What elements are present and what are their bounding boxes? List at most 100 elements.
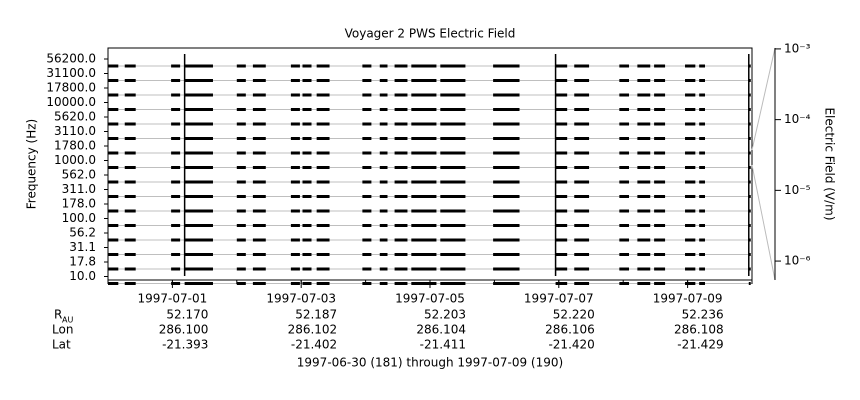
data-segment bbox=[316, 122, 330, 126]
x-tick-label: 1997-07-05 bbox=[395, 292, 465, 306]
data-segment bbox=[440, 253, 466, 256]
data-segment bbox=[699, 137, 705, 140]
data-segment bbox=[379, 166, 388, 169]
data-segment bbox=[654, 224, 666, 227]
data-segment bbox=[316, 238, 330, 242]
data-segment bbox=[555, 180, 568, 184]
ephemeris-value: 286.104 bbox=[416, 323, 466, 337]
data-segment bbox=[685, 238, 696, 242]
data-segment bbox=[440, 93, 466, 97]
data-segment bbox=[184, 79, 213, 82]
data-segment bbox=[574, 108, 590, 111]
data-segment bbox=[654, 180, 666, 184]
data-segment bbox=[748, 180, 751, 184]
data-segment bbox=[124, 108, 136, 111]
ephemeris-value: 286.102 bbox=[288, 323, 338, 337]
data-segment bbox=[637, 209, 651, 213]
data-segment bbox=[316, 195, 330, 198]
data-segment bbox=[748, 166, 751, 169]
data-segment bbox=[637, 224, 651, 227]
data-segment bbox=[362, 238, 372, 242]
data-segment bbox=[302, 282, 312, 285]
data-segment bbox=[619, 166, 629, 169]
y2-tick-label: 10⁻⁵ bbox=[784, 183, 811, 197]
data-segment bbox=[184, 108, 213, 111]
data-segment bbox=[748, 253, 751, 256]
data-segment bbox=[290, 224, 300, 227]
data-segment bbox=[184, 93, 213, 97]
data-segment bbox=[236, 224, 246, 227]
data-segment bbox=[171, 253, 181, 256]
data-segment bbox=[316, 282, 330, 285]
y-tick-label: 10000.0 bbox=[46, 95, 96, 109]
data-segment bbox=[394, 238, 408, 242]
data-segment bbox=[411, 64, 437, 68]
data-segment bbox=[574, 180, 590, 184]
data-segment bbox=[171, 122, 181, 126]
data-segment bbox=[184, 224, 213, 227]
connector bbox=[751, 47, 776, 151]
data-segment bbox=[555, 267, 568, 271]
ephemeris-value: -21.402 bbox=[291, 338, 337, 352]
data-segment bbox=[394, 93, 408, 97]
data-segment bbox=[302, 108, 312, 111]
data-segment bbox=[574, 137, 590, 140]
data-segment bbox=[440, 180, 466, 184]
data-segment bbox=[252, 79, 266, 82]
data-segment bbox=[654, 79, 666, 82]
data-segment bbox=[440, 166, 466, 169]
data-segment bbox=[555, 166, 568, 169]
data-segment bbox=[290, 282, 300, 285]
data-segment bbox=[574, 267, 590, 271]
data-segment bbox=[619, 122, 629, 126]
data-segment bbox=[637, 267, 651, 271]
data-segment bbox=[654, 122, 666, 126]
data-segment bbox=[411, 238, 437, 242]
data-segment bbox=[440, 267, 466, 271]
data-segment bbox=[290, 108, 300, 111]
data-segment bbox=[236, 282, 246, 285]
data-segment bbox=[171, 64, 181, 68]
data-segment bbox=[654, 253, 666, 256]
data-segment bbox=[685, 282, 696, 285]
y2-tick-label: 10⁻³ bbox=[784, 41, 811, 55]
data-segment bbox=[184, 209, 213, 213]
data-segment bbox=[379, 151, 388, 155]
data-segment bbox=[493, 224, 520, 227]
data-segment bbox=[108, 282, 119, 285]
data-segment bbox=[440, 79, 466, 82]
data-segment bbox=[748, 108, 751, 111]
data-segment bbox=[316, 151, 330, 155]
data-segment bbox=[290, 267, 300, 271]
data-segment bbox=[379, 79, 388, 82]
data-segment bbox=[493, 195, 520, 198]
data-segment bbox=[394, 253, 408, 256]
data-segment bbox=[302, 209, 312, 213]
data-segment bbox=[619, 253, 629, 256]
data-segment bbox=[362, 64, 372, 68]
data-segment bbox=[411, 209, 437, 213]
data-segment bbox=[108, 209, 119, 213]
data-segment bbox=[394, 151, 408, 155]
ephemeris-label: Lat bbox=[52, 338, 71, 352]
data-segment bbox=[236, 93, 246, 97]
data-segment bbox=[555, 122, 568, 126]
data-segment bbox=[184, 267, 213, 271]
data-segment bbox=[699, 108, 705, 111]
data-segment bbox=[290, 137, 300, 140]
data-segment bbox=[362, 151, 372, 155]
data-segment bbox=[654, 209, 666, 213]
data-segment bbox=[316, 64, 330, 68]
data-segment bbox=[574, 151, 590, 155]
data-segment bbox=[493, 267, 520, 271]
data-segment bbox=[619, 79, 629, 82]
data-segment bbox=[252, 166, 266, 169]
data-segment bbox=[555, 282, 568, 285]
data-segment bbox=[124, 238, 136, 242]
data-segment bbox=[302, 137, 312, 140]
data-segment bbox=[184, 122, 213, 126]
data-segment bbox=[574, 64, 590, 68]
data-segment bbox=[236, 180, 246, 184]
data-segment bbox=[302, 122, 312, 126]
